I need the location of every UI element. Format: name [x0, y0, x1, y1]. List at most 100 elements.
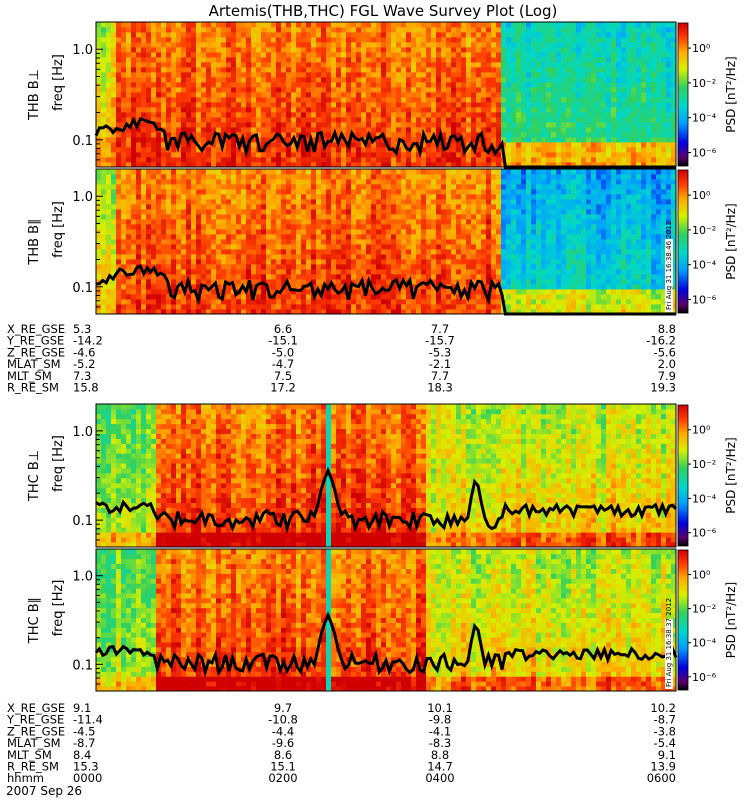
spectrogram-cell	[441, 112, 447, 118]
spectrogram-cell	[106, 127, 112, 133]
spectrogram-cell	[146, 82, 152, 88]
spectrogram-cell	[496, 72, 502, 78]
spectrogram-cell	[206, 147, 212, 153]
spectrogram-cell	[351, 77, 357, 83]
spectrogram-cell	[486, 67, 492, 73]
spectrogram-cell	[126, 57, 132, 63]
spectrogram-cell	[196, 157, 202, 163]
spectrogram-cell	[201, 62, 207, 68]
spectrogram-cell	[166, 204, 172, 210]
spectrogram-cell	[511, 57, 517, 63]
spectrogram-cell	[186, 82, 192, 88]
spectrogram-cell	[456, 37, 462, 43]
spectrogram-cell	[156, 214, 162, 220]
spectrogram-cell	[521, 62, 527, 68]
spectrogram-cell	[201, 52, 207, 58]
spectrogram-cell	[261, 294, 267, 300]
spectrogram-cell	[101, 244, 107, 250]
spectrogram-cell	[211, 97, 217, 103]
spectrogram-cell	[576, 37, 582, 43]
spectrogram-cell	[161, 174, 167, 180]
spectrogram-cell	[261, 229, 267, 235]
spectrogram-cell	[286, 234, 292, 240]
spectrogram-cell	[361, 62, 367, 68]
spectrogram-cell	[131, 274, 137, 280]
spectrogram-cell	[631, 82, 637, 88]
spectrogram-cell	[131, 32, 137, 38]
spectrogram-cell	[656, 67, 662, 73]
spectrogram-cell	[191, 97, 197, 103]
spectrogram-cell	[561, 72, 567, 78]
spectrogram-cell	[256, 259, 262, 265]
spectrogram-cell	[206, 117, 212, 123]
spectrogram-cell	[111, 22, 117, 28]
spectrogram-cell	[241, 199, 247, 205]
spectrogram-cell	[161, 214, 167, 220]
spectrogram-cell	[216, 239, 222, 245]
spectrogram-cell	[136, 107, 142, 113]
spectrogram-cell	[596, 112, 602, 118]
spectrogram-cell	[406, 62, 412, 68]
spectrogram-cell	[281, 244, 287, 250]
spectrogram-cell	[541, 157, 547, 163]
spectrogram-cell	[121, 67, 127, 73]
spectrogram-cell	[571, 62, 577, 68]
spectrogram-cell	[321, 204, 327, 210]
spectrogram-cell	[311, 209, 317, 215]
spectrogram-cell	[361, 42, 367, 48]
spectrogram-cell	[236, 27, 242, 33]
spectrogram-cell	[351, 112, 357, 118]
spectrogram-cell	[291, 147, 297, 153]
spectrogram-cell	[551, 77, 557, 83]
spectrogram-cell	[356, 62, 362, 68]
spectrogram-cell	[556, 157, 562, 163]
spectrogram-cell	[651, 152, 657, 158]
spectrogram-cell	[586, 27, 592, 33]
spectrogram-cell	[521, 32, 527, 38]
spectrogram-cell	[461, 117, 467, 123]
spectrogram-cell	[101, 132, 107, 138]
spectrogram-cell	[101, 32, 107, 38]
spectrogram-cell	[596, 162, 602, 168]
spectrogram-cell	[101, 107, 107, 113]
spectrogram-cell	[111, 229, 117, 235]
spectrogram-cell	[616, 37, 622, 43]
spectrogram-cell	[541, 37, 547, 43]
spectrogram-cell	[301, 142, 307, 148]
spectrogram-cell	[496, 62, 502, 68]
spectrogram-cell	[251, 214, 257, 220]
spectrogram-cell	[111, 299, 117, 305]
spectrogram-cell	[201, 199, 207, 205]
spectrogram-cell	[361, 269, 367, 275]
spectrogram-cell	[481, 42, 487, 48]
spectrogram-cell	[351, 47, 357, 53]
spectrogram-cell	[121, 132, 127, 138]
spectrogram-cell	[241, 309, 247, 315]
spectrogram-cell	[351, 62, 357, 68]
spectrogram-cell	[246, 37, 252, 43]
spectrogram-cell	[111, 284, 117, 290]
spectrogram-cell	[591, 97, 597, 103]
spectrogram-cell	[396, 127, 402, 133]
spectrogram-cell	[376, 22, 382, 28]
spectrogram-cell	[656, 142, 662, 148]
spectrogram-cell	[301, 92, 307, 98]
spectrogram-cell	[106, 214, 112, 220]
spectrogram-cell	[271, 102, 277, 108]
spectrogram-cell	[466, 102, 472, 108]
spectrogram-cell	[121, 274, 127, 280]
spectrogram-cell	[146, 214, 152, 220]
spectrogram-cell	[301, 194, 307, 200]
spectrogram-cell	[606, 42, 612, 48]
spectrogram-cell	[491, 27, 497, 33]
spectrogram-cell	[201, 224, 207, 230]
spectrogram-cell	[191, 259, 197, 265]
spectrogram-cell	[656, 72, 662, 78]
spectrogram-cell	[291, 204, 297, 210]
spectrogram-cell	[551, 102, 557, 108]
spectrogram-cell	[546, 72, 552, 78]
spectrogram-cell	[181, 22, 187, 28]
spectrogram-cell	[136, 137, 142, 143]
spectrogram-cell	[216, 299, 222, 305]
spectrogram-cell	[636, 47, 642, 53]
